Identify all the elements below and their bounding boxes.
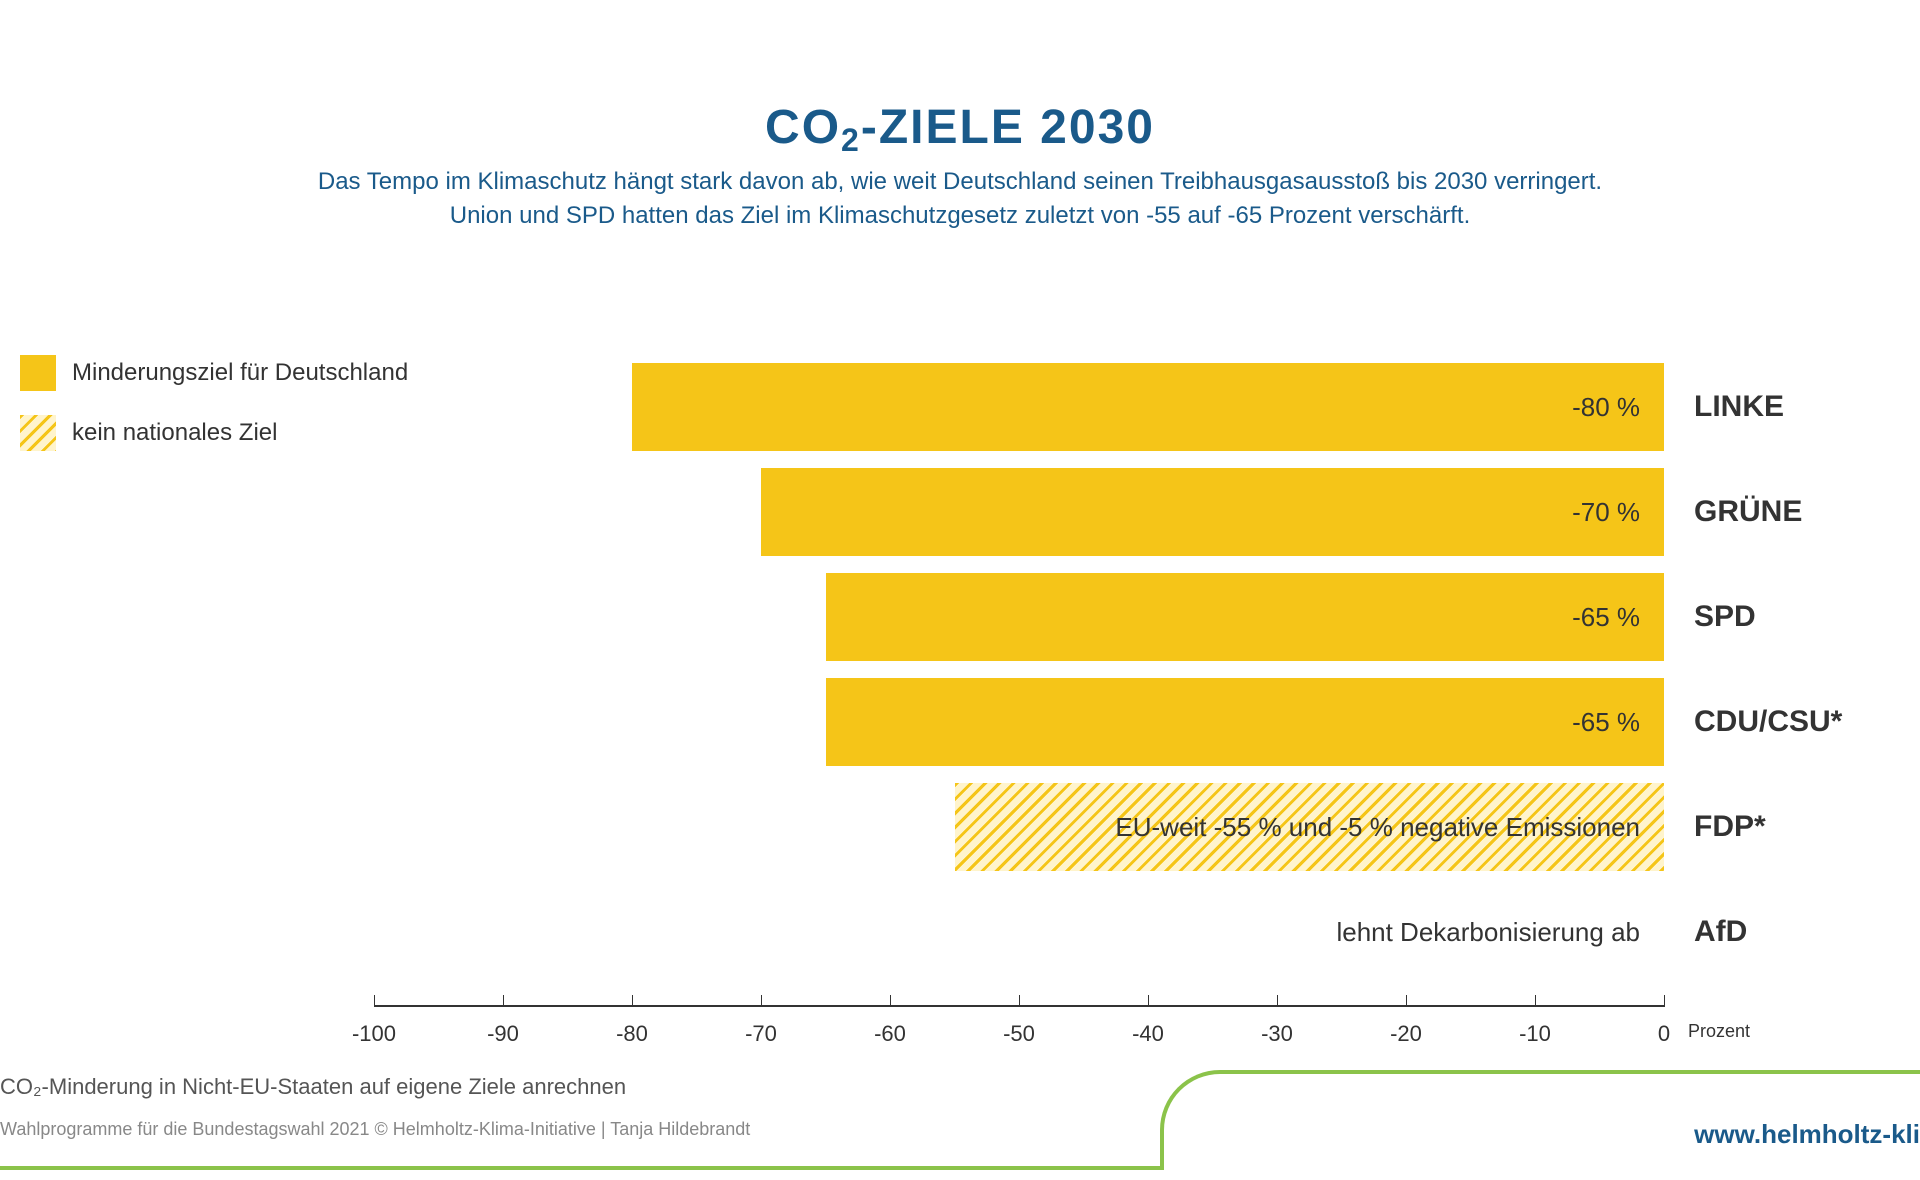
subtitle-line2: Union und SPD hatten das Ziel im Klimasc… [0, 199, 1920, 233]
bars-container: -80 % LINKE -70 % GRÜNE -65 % SPD -65 % CDU/CSU… [0, 355, 1920, 985]
party-label: LINKE [1694, 363, 1784, 451]
axis-tick-label: -80 [616, 1021, 648, 1047]
footnote: CO₂-Minderung in Nicht-EU-Staaten auf ei… [0, 1074, 626, 1100]
party-label: AfD [1694, 888, 1747, 976]
axis-tick [632, 995, 633, 1007]
party-label: GRÜNE [1694, 468, 1802, 556]
axis-tick-label: -50 [1003, 1021, 1035, 1047]
axis-tick [761, 995, 762, 1007]
axis-tick [1535, 995, 1536, 1007]
bar-value-label: -70 % [1572, 497, 1640, 528]
axis-tick [890, 995, 891, 1007]
bar-value-label: EU-weit -55 % und -5 % negative Emission… [1115, 812, 1640, 843]
axis-unit-label: Prozent [1688, 1021, 1750, 1042]
axis-tick [1406, 995, 1407, 1007]
bar: -65 % [826, 573, 1665, 661]
axis-tick-label: -30 [1261, 1021, 1293, 1047]
bar-value-label: -65 % [1572, 602, 1640, 633]
axis-tick [1148, 995, 1149, 1007]
bar-value-label: -80 % [1572, 392, 1640, 423]
axis-tick-label: -70 [745, 1021, 777, 1047]
bar: -80 % [632, 363, 1664, 451]
title-prefix: CO [765, 101, 841, 154]
axis-tick-label: -90 [487, 1021, 519, 1047]
bar-row: -65 % CDU/CSU* [0, 670, 1920, 775]
bar-row: -65 % SPD [0, 565, 1920, 670]
bar: EU-weit -55 % und -5 % negative Emission… [955, 783, 1665, 871]
footer-url: www.helmholtz-kli [1694, 1119, 1920, 1150]
party-label: CDU/CSU* [1694, 678, 1842, 766]
axis-tick [1664, 995, 1665, 1007]
axis-tick-label: -100 [352, 1021, 396, 1047]
axis-tick-label: 0 [1658, 1021, 1670, 1047]
axis-tick-label: -10 [1519, 1021, 1551, 1047]
chart-subtitle: Das Tempo im Klimaschutz hängt stark dav… [0, 165, 1920, 232]
subtitle-line1: Das Tempo im Klimaschutz hängt stark dav… [0, 165, 1920, 199]
source-line: Wahlprogramme für die Bundestagswahl 202… [0, 1119, 750, 1140]
axis-tick [1019, 995, 1020, 1007]
bar-value-label: -65 % [1572, 707, 1640, 738]
footer-accent-line [0, 1166, 1164, 1170]
x-axis: -100-90-80-70-60-50-40-30-20-100Prozent [0, 1005, 1920, 1075]
party-label: SPD [1694, 573, 1756, 661]
bar-row: -70 % GRÜNE [0, 460, 1920, 565]
bar-row: lehnt Dekarbonisierung ab AfD [0, 880, 1920, 985]
axis-tick-label: -20 [1390, 1021, 1422, 1047]
party-label: FDP* [1694, 783, 1766, 871]
chart-title: CO2-ZIELE 2030 [0, 100, 1920, 155]
axis-tick-label: -60 [874, 1021, 906, 1047]
bar: -65 % [826, 678, 1665, 766]
bar-note: lehnt Dekarbonisierung ab [0, 888, 1664, 976]
axis-tick [374, 995, 375, 1007]
chart-area: Minderungsziel für Deutschlandkein natio… [0, 355, 1920, 1075]
title-sub: 2 [841, 122, 861, 158]
axis-tick-label: -40 [1132, 1021, 1164, 1047]
title-suffix: -ZIELE 2030 [861, 101, 1155, 154]
bar: -70 % [761, 468, 1664, 556]
bar-row: -80 % LINKE [0, 355, 1920, 460]
bar-row: EU-weit -55 % und -5 % negative Emission… [0, 775, 1920, 880]
axis-tick [1277, 995, 1278, 1007]
axis-tick [503, 995, 504, 1007]
